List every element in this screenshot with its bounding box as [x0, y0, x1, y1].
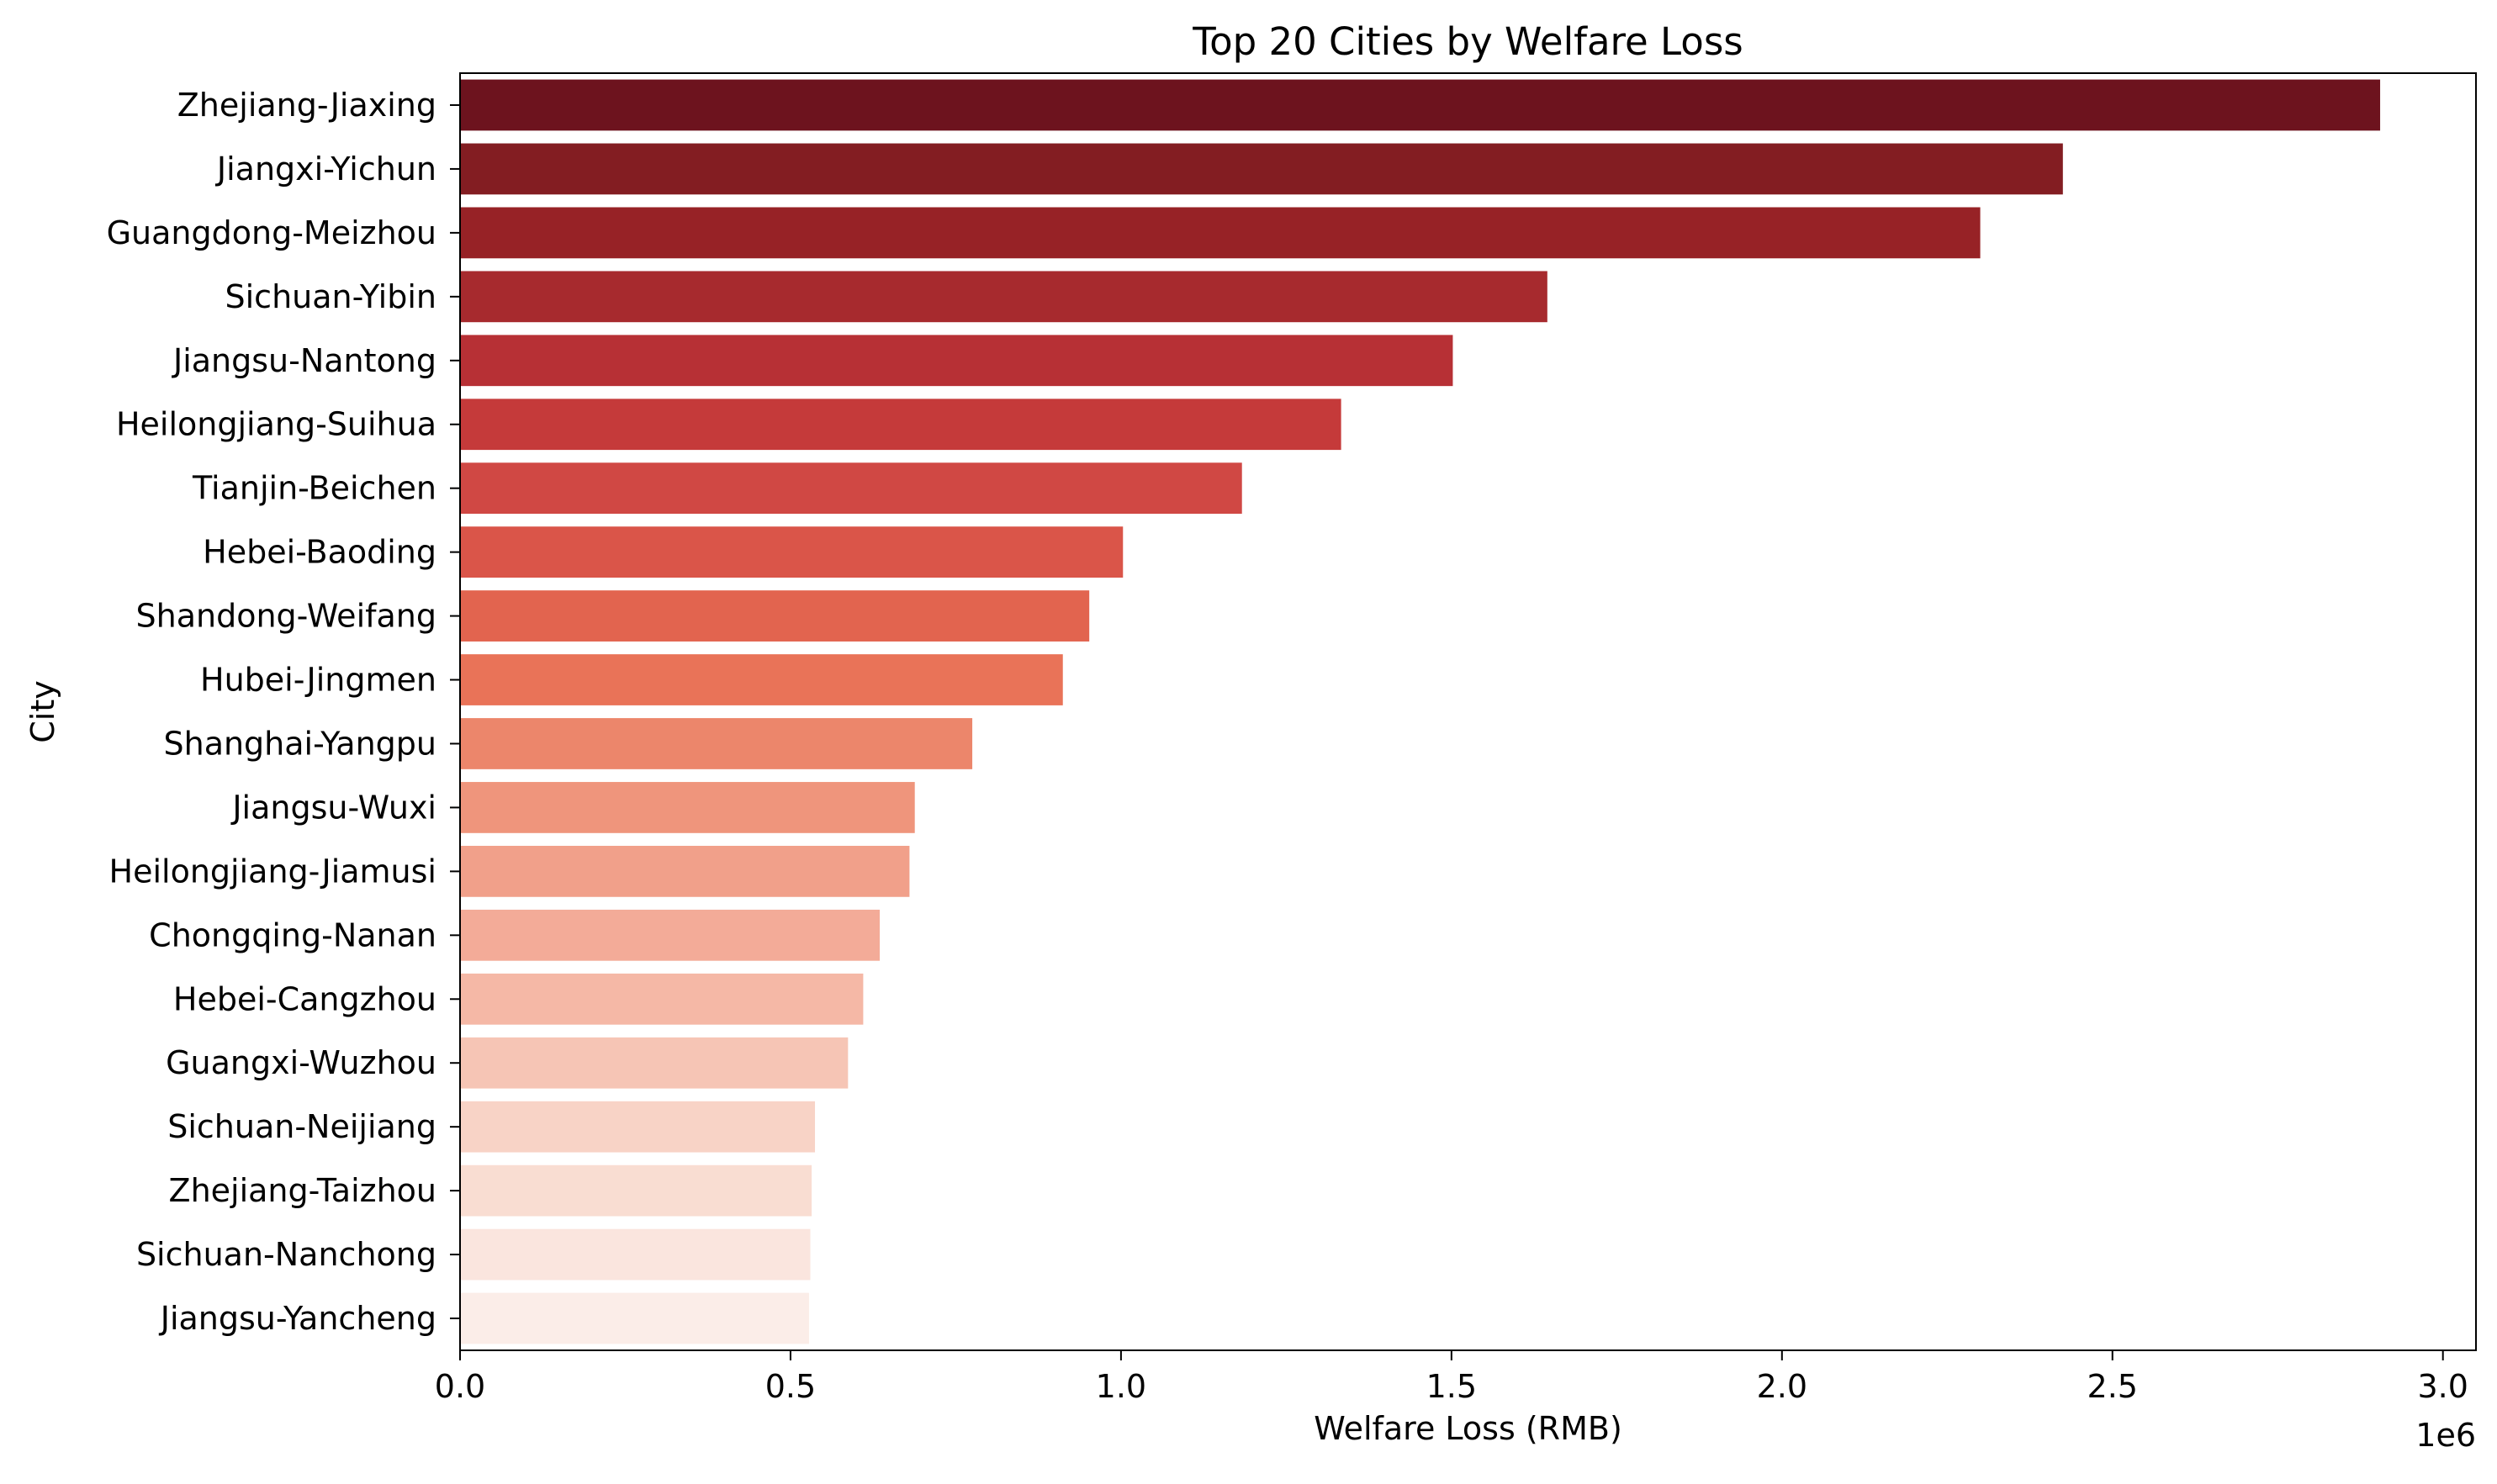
y-tick-label: Zhejiang-Jiaxing [177, 87, 436, 124]
y-tick-label: Jiangsu-Wuxi [230, 789, 436, 826]
y-tick-label: Heilongjiang-Jiamusi [109, 853, 436, 890]
y-tick-label: Sichuan-Nanchong [136, 1236, 436, 1273]
x-tick-label: 0.0 [435, 1368, 485, 1405]
x-axis-scale-label: 1e6 [2415, 1417, 2476, 1454]
y-tick-label: Heilongjiang-Suihua [116, 406, 436, 443]
x-axis-label: Welfare Loss (RMB) [1314, 1410, 1622, 1447]
y-tick-label: Tianjin-Beichen [192, 470, 436, 507]
y-tick-label: Zhejiang-Taizhou [169, 1172, 436, 1209]
bars-group [460, 79, 2381, 1344]
bar [460, 845, 910, 897]
bar [460, 79, 2381, 131]
bar [460, 526, 1124, 578]
x-tick-label: 1.5 [1426, 1368, 1477, 1405]
bar [460, 462, 1242, 515]
y-tick-label: Chongqing-Nanan [149, 916, 436, 953]
chart-title: Top 20 Cities by Welfare Loss [1192, 19, 1743, 64]
bar [460, 718, 973, 769]
bar [460, 590, 1090, 642]
y-tick-label: Shanghai-Yangpu [163, 725, 436, 762]
bar [460, 271, 1547, 323]
y-tick-label: Guangxi-Wuzhou [166, 1044, 436, 1081]
x-tick-label: 2.5 [2087, 1368, 2138, 1405]
x-tick-label: 2.0 [1757, 1368, 1807, 1405]
y-tick-label: Shandong-Weifang [136, 598, 436, 635]
y-tick-label: Jiangxi-Yichun [215, 151, 436, 187]
y-tick-label: Hebei-Baoding [203, 534, 436, 571]
bar [460, 782, 915, 833]
bar [460, 1037, 849, 1089]
x-tick-label: 0.5 [765, 1368, 816, 1405]
bar [460, 399, 1341, 451]
y-tick-label: Sichuan-Neijiang [167, 1108, 436, 1145]
x-tick-label: 3.0 [2417, 1368, 2468, 1405]
axes-frame [459, 72, 2477, 1351]
bar [460, 143, 2063, 195]
y-tick-label: Guangdong-Meizhou [107, 214, 436, 251]
y-tick-label: Sichuan-Yibin [225, 278, 437, 315]
y-tick-label: Hebei-Cangzhou [173, 980, 436, 1017]
bar [460, 335, 1453, 387]
bar [460, 973, 864, 1025]
y-tick-label: Jiangsu-Nantong [172, 342, 436, 379]
bar [460, 1292, 809, 1344]
y-axis-label: City [24, 680, 61, 742]
bar [460, 207, 1981, 259]
bar [460, 909, 881, 961]
x-tick-label: 1.0 [1096, 1368, 1146, 1405]
bar [460, 1101, 816, 1153]
y-tick-label: Hubei-Jingmen [200, 662, 436, 699]
y-ticks-group: Zhejiang-Jiaxing Jiangxi-Yichun Guangdong-… [107, 87, 460, 1337]
x-ticks-group: 0.0 0.5 1.0 1.5 2.0 2.5 3.0 [435, 1350, 2468, 1405]
y-tick-label: Jiangsu-Yancheng [159, 1300, 436, 1337]
bar [460, 1228, 811, 1281]
bar [460, 654, 1063, 705]
bar [460, 1164, 812, 1217]
